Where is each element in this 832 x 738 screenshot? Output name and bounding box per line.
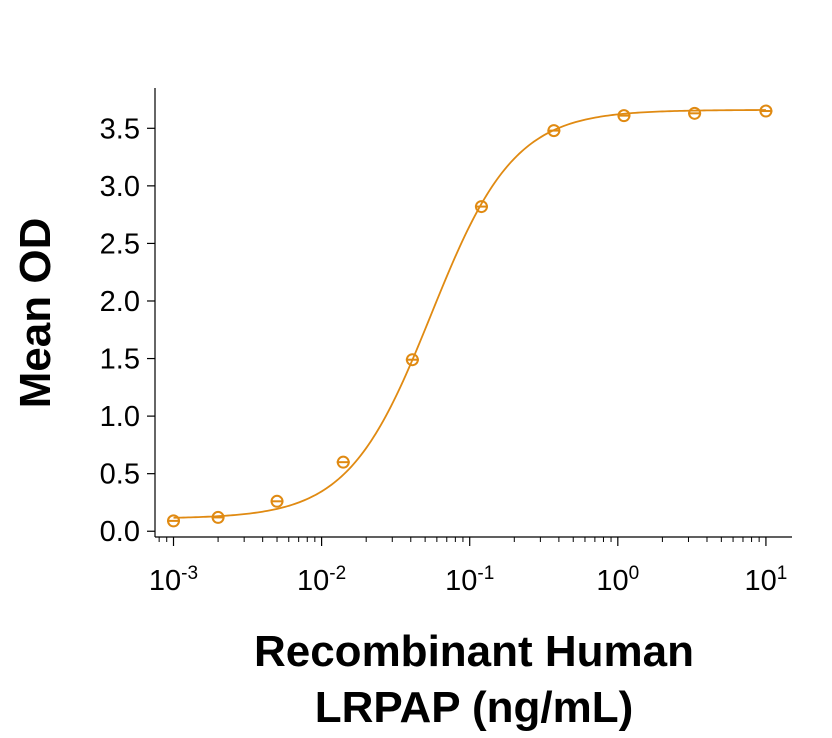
x-axis-title-line-1: Recombinant Human bbox=[254, 627, 694, 676]
y-tick-label: 2.0 bbox=[100, 286, 140, 318]
data-point bbox=[167, 514, 181, 528]
data-point bbox=[617, 109, 631, 123]
y-tick-label: 1.5 bbox=[100, 344, 140, 376]
y-tick-label: 1.0 bbox=[100, 401, 140, 433]
data-point bbox=[474, 200, 488, 214]
x-tick-label: 100 bbox=[596, 563, 639, 597]
data-point bbox=[759, 104, 773, 118]
x-tick-label: 10-3 bbox=[149, 563, 198, 597]
y-tick-label: 3.0 bbox=[100, 171, 140, 203]
x-axis-title-line-2: LRPAP (ng/mL) bbox=[315, 683, 634, 732]
y-axis-title: Mean OD bbox=[11, 218, 60, 409]
fit-curve bbox=[173, 109, 766, 519]
data-point bbox=[547, 124, 561, 138]
x-tick-label: 101 bbox=[744, 563, 787, 597]
x-tick-label: 10-1 bbox=[445, 563, 494, 597]
data-point bbox=[211, 510, 225, 524]
axes-group bbox=[147, 88, 792, 546]
x-tick-label: 10-2 bbox=[297, 563, 346, 597]
fit-curve-group bbox=[173, 109, 766, 519]
data-point bbox=[405, 353, 419, 367]
y-tick-label: 0.5 bbox=[100, 459, 140, 491]
data-points-group bbox=[167, 104, 773, 528]
y-tick-label: 3.5 bbox=[100, 113, 140, 145]
y-tick-label: 2.5 bbox=[100, 228, 140, 260]
data-point bbox=[270, 494, 284, 508]
data-point bbox=[336, 455, 350, 469]
y-tick-label: 0.0 bbox=[100, 516, 140, 548]
data-point bbox=[688, 106, 702, 120]
tick-labels-group: 0.0 0.5 1.0 1.5 2.0 2.5 3.0 3.5 10-3 10-2 10-1 100 1… bbox=[100, 113, 788, 597]
